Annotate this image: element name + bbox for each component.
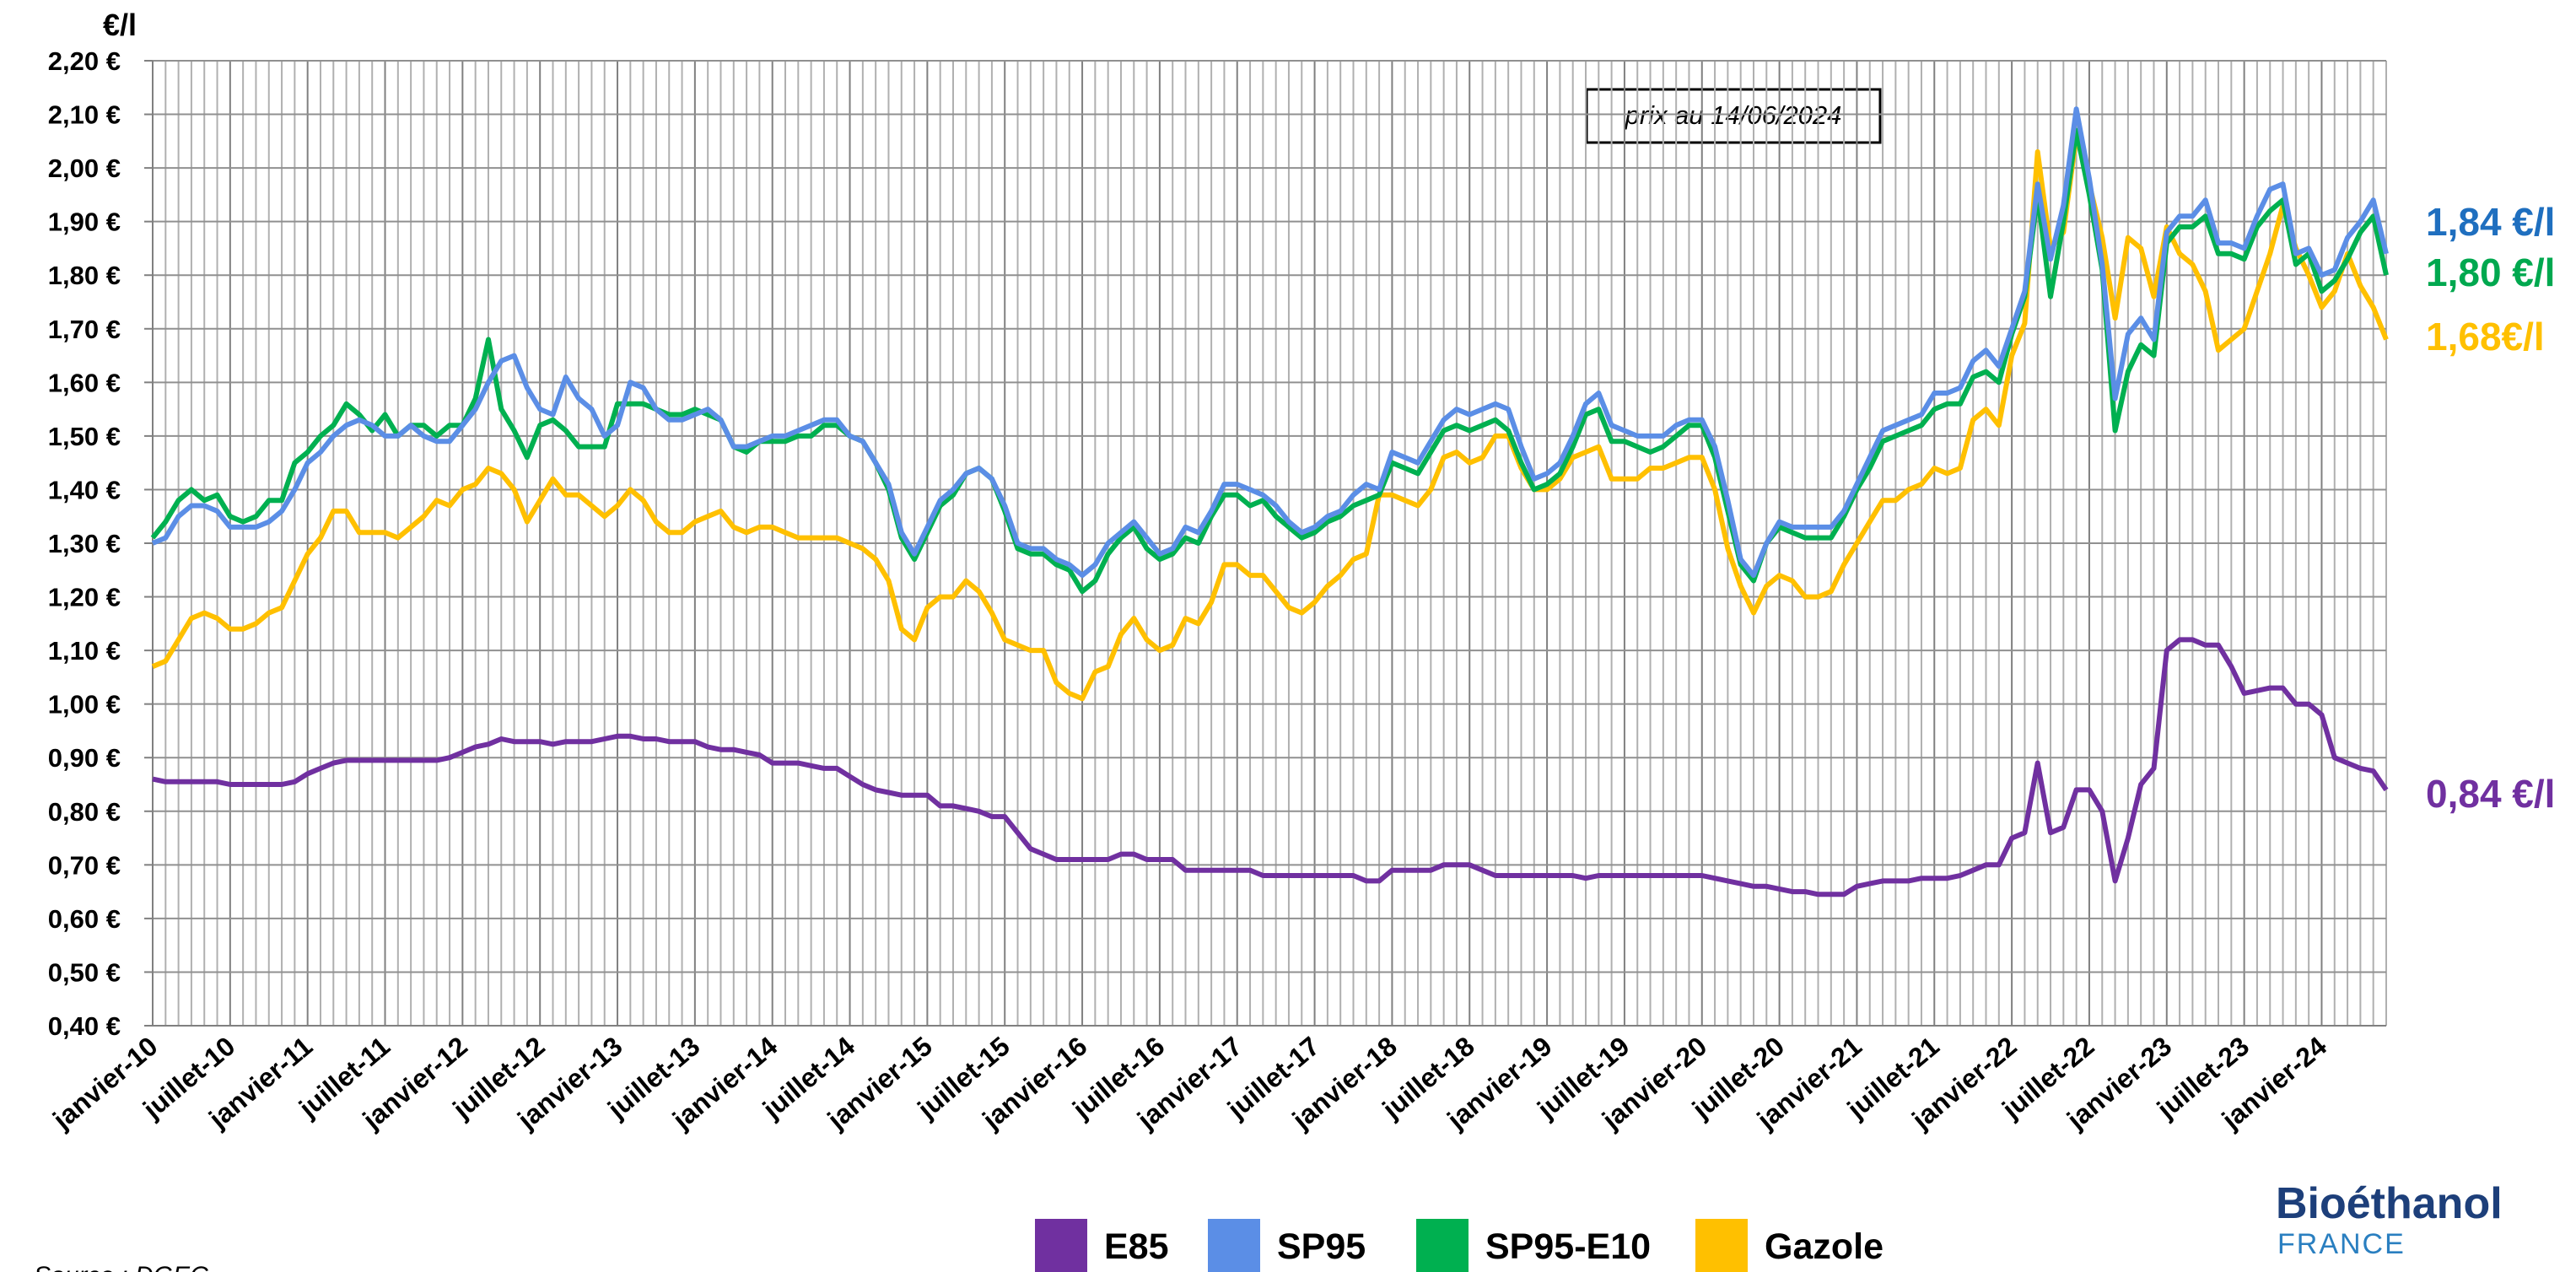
y-tick-label: 2,20 € (48, 46, 121, 76)
y-tick-label: 2,00 € (48, 154, 121, 183)
y-tick-label: 1,00 € (48, 690, 121, 720)
logo-name: Bioéthanol (2276, 1179, 2503, 1228)
y-tick-label: 1,40 € (48, 475, 121, 504)
y-tick-label: 1,70 € (48, 315, 121, 344)
y-tick-label: 1,60 € (48, 368, 121, 397)
series-line (151, 106, 2389, 579)
y-tick-label: 0,60 € (48, 904, 121, 934)
y-tick-label: 1,10 € (48, 636, 121, 666)
legend-swatch (1416, 1219, 1469, 1272)
y-axis-label: €/l (103, 8, 137, 42)
end-label: 0,84 €/l (2426, 772, 2555, 816)
legend-swatch (1695, 1219, 1748, 1272)
end-label: 1,80 €/l (2426, 251, 2555, 294)
legend-label: Gazole (1765, 1226, 1883, 1267)
legend-label: E85 (1104, 1226, 1169, 1267)
y-tick-label: 0,40 € (48, 1011, 121, 1041)
y-tick-label: 0,90 € (48, 743, 121, 773)
series-line (152, 637, 2389, 897)
y-tick-label: 1,30 € (48, 529, 121, 558)
y-tick-label: 1,90 € (48, 208, 121, 237)
y-tick-label: 1,20 € (48, 583, 121, 612)
y-tick-label: 1,50 € (48, 422, 121, 451)
y-tick-label: 0,80 € (48, 797, 121, 827)
y-tick-label: 0,50 € (48, 957, 121, 987)
end-label: 1,84 €/l (2426, 200, 2555, 244)
legend-label: SP95 (1277, 1226, 1366, 1267)
legend-label: SP95-E10 (1485, 1226, 1651, 1267)
logo-sub: FRANCE (2277, 1228, 2406, 1260)
y-tick-label: 0,70 € (48, 850, 121, 880)
end-label: 1,68€/l (2426, 315, 2545, 358)
y-tick-label: 2,10 € (48, 100, 121, 130)
series-line (151, 133, 2389, 702)
x-tick-label: janvier-10 (46, 1031, 163, 1135)
legend-swatch (1035, 1219, 1087, 1272)
source: Source : DGEC (34, 1262, 208, 1272)
y-tick-label: 1,80 € (48, 261, 121, 290)
legend-swatch (1208, 1219, 1260, 1272)
